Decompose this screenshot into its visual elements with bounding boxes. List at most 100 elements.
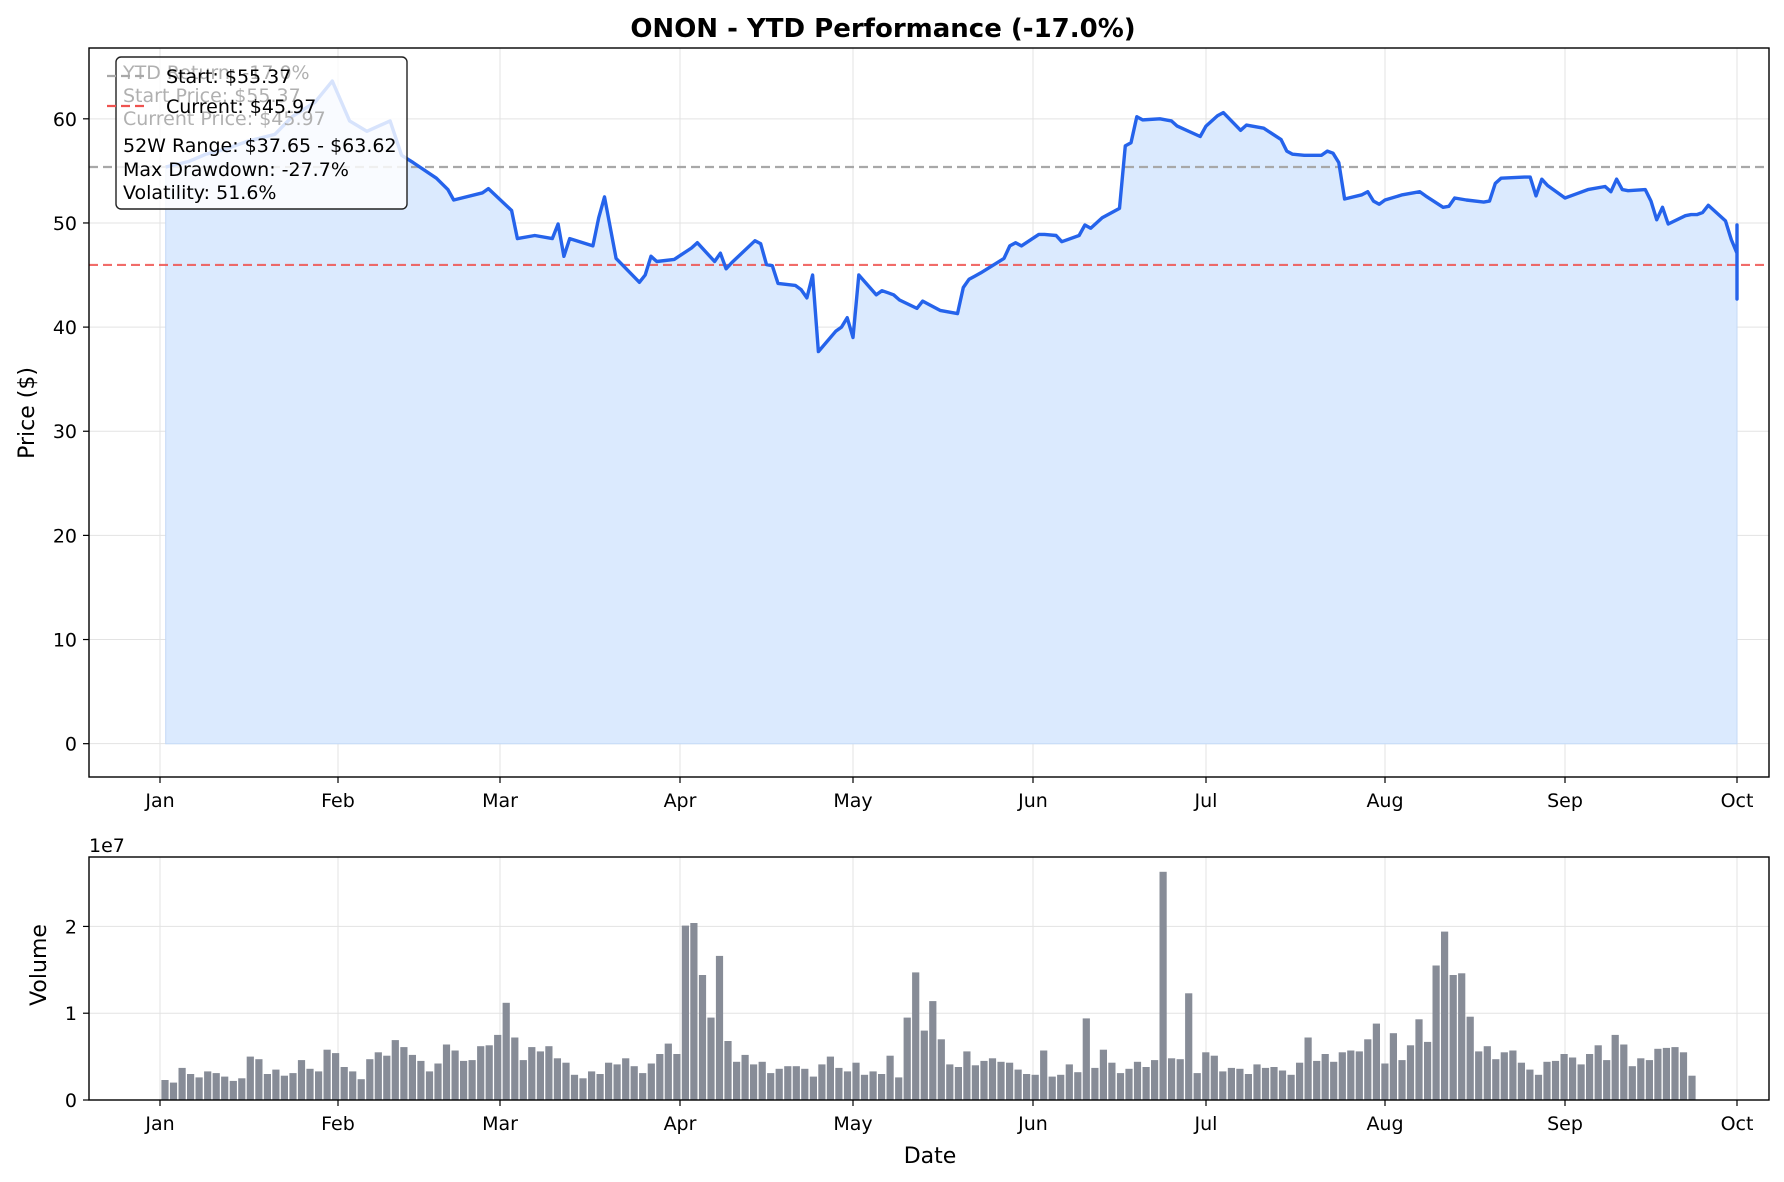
volume-bar [681, 925, 689, 1100]
volume-bar [255, 1059, 263, 1100]
price-panel: 0 10 20 30 40 50 60 Jan Feb Mar Apr May Jun Jul Aug Sep… [15, 47, 1770, 812]
volume-bar [460, 1060, 468, 1100]
price-x-tick-label: Oct [1721, 790, 1754, 812]
volume-bar [434, 1063, 442, 1100]
volume-bar [408, 1054, 416, 1100]
volume-bar [1040, 1050, 1048, 1100]
price-x-tick-label: Sep [1547, 790, 1583, 812]
volume-bar [886, 1055, 894, 1100]
volume-bar [272, 1069, 280, 1100]
price-series-line [165, 79, 1739, 354]
volume-bar [425, 1071, 434, 1100]
volume-x-tick-label: Oct [1721, 1113, 1754, 1135]
volume-bar [1372, 1023, 1380, 1100]
volume-bar [715, 955, 724, 1100]
volume-bar [545, 1046, 553, 1100]
volume-bar [1645, 1060, 1653, 1100]
volume-bar [1176, 1059, 1184, 1100]
volume-x-tick-label: Jul [1194, 1113, 1218, 1135]
volume-bar [528, 1047, 536, 1100]
price-x-tick-label: Aug [1366, 790, 1403, 812]
volume-bar [238, 1078, 246, 1100]
volume-bar [613, 1064, 621, 1100]
volume-bar [468, 1060, 476, 1100]
volume-bar [1065, 1064, 1073, 1100]
price-x-tick-label: Jun [1017, 790, 1048, 812]
volume-bar [835, 1067, 843, 1100]
volume-bar [1082, 1018, 1090, 1100]
volume-bar [1662, 1047, 1670, 1100]
price-axis-ticks: 0 10 20 30 40 50 60 Jan Feb Mar Apr May Jun Jul Aug Sep… [53, 109, 1754, 812]
volume-bar [1679, 1052, 1688, 1100]
info-volatility: Volatility: 51.6% [123, 182, 276, 204]
volume-bar [1244, 1074, 1252, 1100]
volume-bar [1006, 1062, 1014, 1100]
volume-bar [187, 1074, 195, 1100]
price-y-tick-label: 40 [53, 317, 77, 339]
price-y-tick-label: 50 [53, 213, 77, 235]
price-x-tick-label: Jan [144, 790, 174, 812]
volume-bar [647, 1063, 655, 1100]
volume-bar [741, 1054, 749, 1100]
volume-bar [519, 1060, 527, 1100]
volume-bar [690, 923, 698, 1100]
volume-bar [664, 1043, 672, 1100]
volume-bar [1560, 1054, 1568, 1100]
volume-bar [1406, 1045, 1415, 1100]
volume-bar [1270, 1067, 1278, 1100]
volume-x-tick-label: Aug [1366, 1113, 1403, 1135]
volume-bar [1313, 1060, 1321, 1100]
volume-bar [570, 1074, 579, 1100]
volume-bar [1125, 1068, 1133, 1100]
volume-bar [323, 1049, 331, 1100]
volume-bar [195, 1077, 203, 1100]
volume-bar [724, 1041, 732, 1100]
volume-bar [920, 1030, 928, 1100]
price-x-tick-label: May [833, 790, 872, 812]
volume-bar [1227, 1067, 1235, 1100]
volume-bar [1389, 1033, 1397, 1100]
volume-bar [1278, 1070, 1287, 1100]
legend-start-label: Start: $55.37 [166, 66, 291, 88]
volume-bar [1287, 1074, 1295, 1100]
volume-bar [1594, 1045, 1602, 1100]
volume-bar [843, 1071, 852, 1100]
volume-bar [596, 1074, 604, 1100]
volume-bar [502, 1002, 510, 1100]
volume-bar [818, 1064, 826, 1100]
volume-bar [1458, 973, 1466, 1100]
volume-bar [1202, 1052, 1210, 1100]
volume-bar [673, 1054, 681, 1100]
volume-bar [588, 1071, 596, 1100]
volume-bar [758, 1061, 766, 1100]
volume-bar [1151, 1060, 1159, 1100]
volume-bar [784, 1066, 792, 1100]
volume-bar [553, 1058, 561, 1100]
volume-bar [1415, 1019, 1423, 1100]
volume-bar [750, 1064, 758, 1100]
price-x-tick-label: Apr [664, 790, 697, 812]
volume-bar [946, 1064, 954, 1100]
volume-bar [997, 1061, 1005, 1100]
volume-bar [1500, 1052, 1508, 1100]
volume-bar [767, 1073, 775, 1100]
volume-bar [988, 1058, 997, 1100]
volume-bar [246, 1056, 254, 1100]
info-box [115, 56, 408, 210]
volume-bar [1159, 871, 1167, 1100]
volume-bar [1116, 1073, 1125, 1100]
volume-bar [1347, 1050, 1355, 1100]
volume-bar [733, 1061, 741, 1100]
volume-bar [1142, 1067, 1150, 1100]
volume-bar [639, 1073, 647, 1100]
volume-bar [1526, 1069, 1534, 1100]
volume-bar [869, 1071, 877, 1100]
volume-plot-frame [88, 856, 1770, 1101]
volume-bar [707, 1017, 715, 1100]
volume-bar [442, 1044, 451, 1100]
price-y-axis-label: Price ($) [15, 367, 40, 459]
volume-bar [349, 1071, 357, 1100]
volume-bar [698, 975, 707, 1100]
info-faded-line: YTD Return: -17.0% [122, 62, 310, 84]
